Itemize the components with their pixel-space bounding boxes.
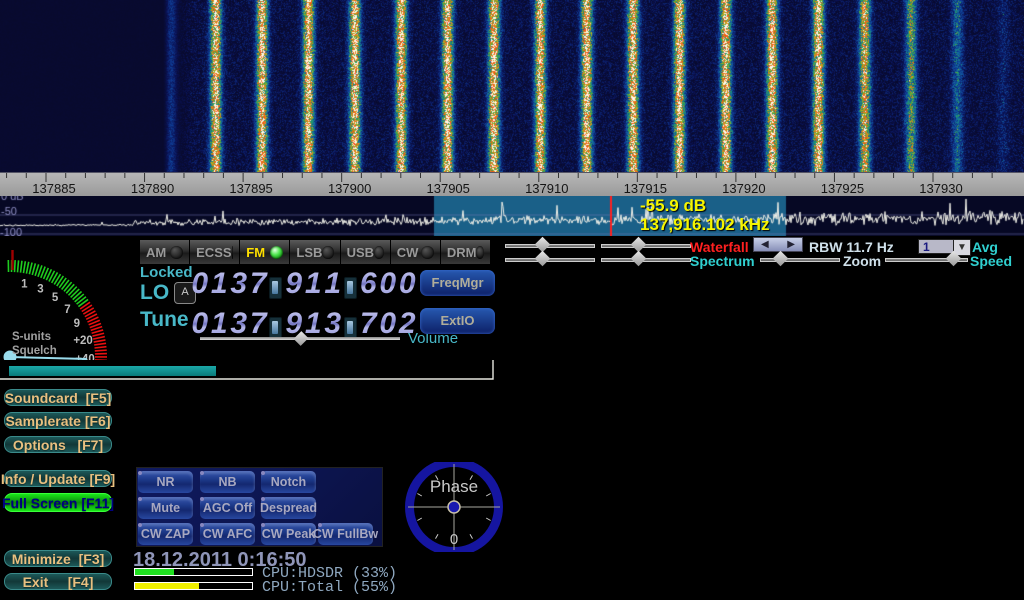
- svg-text:1: 1: [21, 278, 28, 290]
- svg-text:9: 9: [74, 318, 80, 330]
- svg-text:S-units: S-units: [12, 331, 51, 343]
- svg-text:Phase: Phase: [430, 477, 478, 496]
- svg-text:+20: +20: [73, 335, 93, 347]
- svg-text:7: 7: [64, 304, 70, 316]
- svg-text:3: 3: [37, 283, 43, 295]
- svg-text:Squelch: Squelch: [12, 345, 57, 357]
- svg-text:5: 5: [52, 292, 59, 304]
- svg-text:0: 0: [450, 531, 458, 548]
